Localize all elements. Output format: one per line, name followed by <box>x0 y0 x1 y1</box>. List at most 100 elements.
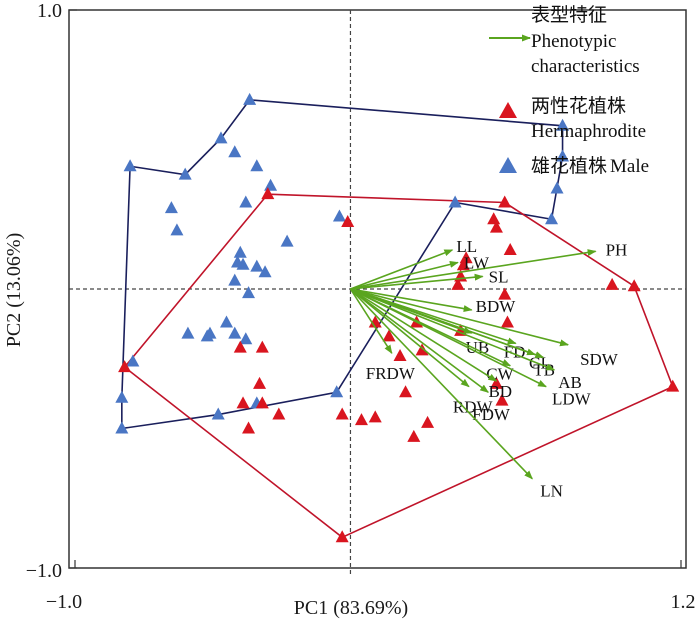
male-point <box>178 167 192 180</box>
male-point <box>200 329 214 342</box>
male-point <box>250 159 264 172</box>
vector-sl <box>350 273 484 290</box>
vector-ln <box>349 288 533 480</box>
vector-label-ph: PH <box>606 240 628 259</box>
legend-male-triangle-icon <box>499 157 517 173</box>
vector-label-ab: AB <box>558 373 582 392</box>
legend-male-en: Male <box>610 156 649 177</box>
hermaphrodite-point <box>335 530 349 543</box>
vector-label-ldw: LDW <box>552 390 592 409</box>
vector-label-frdw: FRDW <box>366 364 416 383</box>
male-point <box>550 181 564 194</box>
legend-hermaphrodite-en: Hermaphrodite <box>531 121 646 142</box>
vector-frdw <box>349 288 393 355</box>
hermaphrodite-point <box>368 315 382 328</box>
male-point <box>242 286 256 299</box>
legend-hermaphrodite-triangle-icon <box>499 102 517 118</box>
hermaphrodite-point <box>498 195 512 208</box>
hermaphrodite-point <box>272 407 286 420</box>
vector-lw <box>350 261 459 290</box>
male-point <box>280 234 294 247</box>
vector-label-sdw: SDW <box>580 350 619 369</box>
male-point <box>115 390 129 403</box>
y-axis-title: PC2 (13.06%) <box>3 233 25 347</box>
hermaphrodite-point <box>368 410 382 423</box>
hermaphrodite-point <box>261 187 275 200</box>
vector-label-rdw: RDW <box>453 398 494 417</box>
vector-bd <box>350 288 498 382</box>
hermaphrodite-point <box>118 360 132 373</box>
male-point <box>211 407 225 420</box>
hermaphrodite-point <box>253 376 267 389</box>
hermaphrodite-point <box>498 287 512 300</box>
legend-hermaphrodite-cn: 两性花植株 <box>531 95 626 117</box>
male-point <box>164 201 178 214</box>
male-point <box>239 195 253 208</box>
male-point <box>448 195 462 208</box>
male-point <box>220 315 233 328</box>
y-tick-label-top: 1.0 <box>37 0 62 22</box>
vector-label-bdw: BDW <box>476 297 517 316</box>
legend-vectors-cn: 表型特征 <box>531 4 607 26</box>
hermaphrodite-point <box>399 385 413 398</box>
vector-tb <box>350 288 545 359</box>
hermaphrodite-point <box>255 396 269 409</box>
male-point <box>170 223 184 236</box>
hermaphrodite-point <box>382 329 396 342</box>
male-point <box>123 159 137 172</box>
hermaphrodite-point <box>421 415 435 428</box>
male-point <box>181 326 195 339</box>
vector-ab <box>350 288 556 371</box>
male-point <box>264 178 278 191</box>
male-point <box>228 145 242 158</box>
male-point <box>239 332 253 345</box>
hermaphrodite-point <box>495 393 509 406</box>
male-point <box>214 131 228 144</box>
hermaphrodite-point <box>456 258 470 271</box>
vector-sdw <box>350 288 570 347</box>
hermaphrodite-point <box>415 343 429 356</box>
vector-label-sl: SL <box>489 267 509 286</box>
hermaphrodite-point <box>393 348 407 361</box>
legend-male-cn: 雄花植株 <box>531 155 607 177</box>
hermaphrodite-point <box>503 242 517 255</box>
hermaphrodite-point <box>236 396 250 409</box>
vector-label-cw: CW <box>486 365 514 384</box>
male-point <box>250 259 264 272</box>
male-point <box>228 273 242 286</box>
legend-vectors-en-1: Phenotypic <box>531 31 617 52</box>
hermaphrodite-point <box>255 340 269 353</box>
vector-label-lw: LW <box>464 253 490 272</box>
x-tick-label-right: 1.2 <box>671 591 696 613</box>
legend-vectors-en-2: characteristics <box>531 56 640 77</box>
x-tick-label-left: −1.0 <box>46 591 82 613</box>
vector-label-ll: LL <box>456 237 477 256</box>
hermaphrodite-point <box>489 376 503 389</box>
hermaphrodite-point <box>500 315 514 328</box>
hermaphrodite-point <box>242 421 256 434</box>
vector-bdw <box>350 288 473 313</box>
hermaphrodite-point <box>407 429 421 442</box>
hermaphrodite-point <box>605 277 619 290</box>
male-point <box>332 209 346 222</box>
vector-rdw <box>349 288 470 388</box>
male-point <box>126 354 140 367</box>
vector-label-ln: LN <box>540 482 563 501</box>
hermaphrodite-point <box>335 407 349 420</box>
male-point <box>330 385 344 398</box>
legend: 表型特征 Phenotypic characteristics 两性花植株 He… <box>489 4 649 177</box>
hermaphrodite-point <box>451 277 465 290</box>
hermaphrodite-point <box>487 212 501 225</box>
vector-label-fdw: FDW <box>472 405 511 424</box>
hermaphrodite-point <box>233 340 247 353</box>
male-point <box>258 265 272 278</box>
vector-ph <box>350 249 597 290</box>
y-tick-label-bottom: −1.0 <box>26 560 62 582</box>
male-point <box>556 149 570 162</box>
male-point <box>243 92 257 105</box>
male-point <box>556 118 570 131</box>
vector-ldw <box>350 288 547 388</box>
male-point <box>236 257 250 270</box>
male-point <box>228 326 242 339</box>
